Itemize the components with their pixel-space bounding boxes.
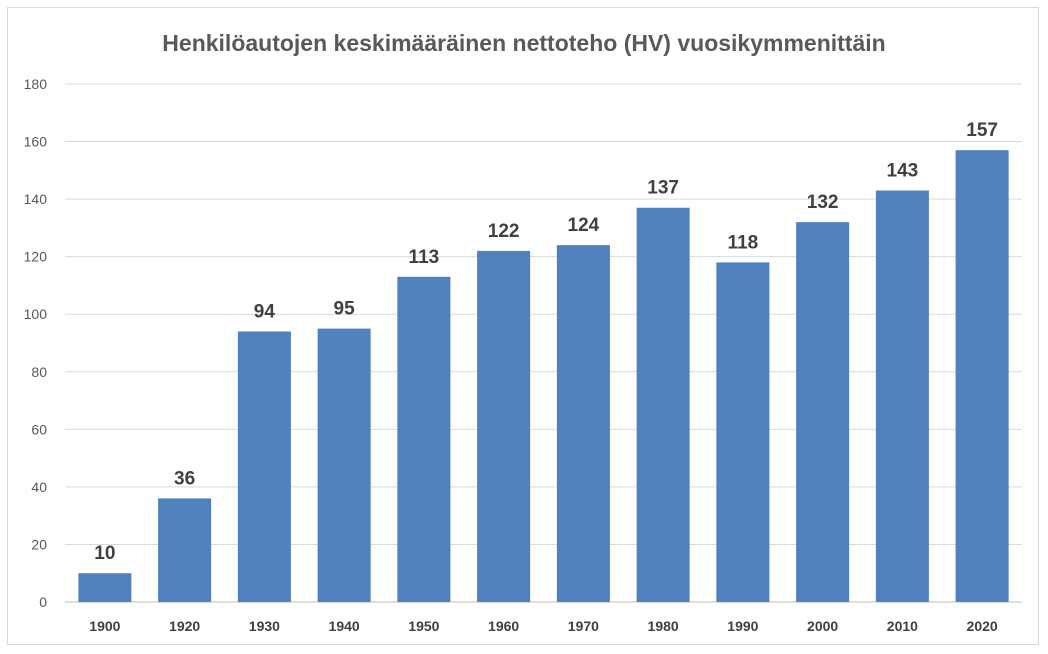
- x-tick-label: 1970: [568, 618, 599, 634]
- data-label: 118: [728, 232, 759, 253]
- data-label: 124: [568, 215, 600, 236]
- y-axis-ticks: 0 20 40 60 80 100 120 140 160 180: [24, 76, 48, 610]
- x-tick-label: 1980: [648, 618, 679, 634]
- bar-2010: [875, 190, 929, 602]
- data-label: 143: [887, 160, 919, 181]
- x-tick-label: 2000: [807, 618, 838, 634]
- x-tick-label: 1950: [408, 618, 439, 634]
- gridlines: [65, 83, 1022, 603]
- y-tick-label: 120: [24, 249, 48, 265]
- data-label: 10: [94, 543, 115, 564]
- y-tick-label: 180: [24, 76, 48, 92]
- y-tick-label: 40: [31, 479, 47, 495]
- bar-1940: [317, 328, 371, 602]
- data-label: 36: [174, 468, 195, 489]
- data-label: 137: [647, 178, 679, 199]
- data-label: 94: [254, 301, 276, 322]
- bar-1960: [477, 250, 531, 602]
- bar-1900: [78, 573, 132, 602]
- x-tick-label: 2010: [887, 618, 918, 634]
- bar-1990: [716, 262, 770, 602]
- y-tick-label: 80: [31, 364, 47, 380]
- bar-1970: [556, 245, 610, 602]
- x-axis-ticks: 1900 1920 1930 1940 1950 1960 1970 1980 1990 2000…: [89, 618, 998, 634]
- y-tick-label: 140: [24, 191, 48, 207]
- x-tick-label: 1990: [727, 618, 758, 634]
- x-tick-label: 1900: [89, 618, 120, 634]
- y-tick-label: 160: [24, 134, 48, 150]
- data-label: 122: [488, 221, 520, 242]
- x-tick-label: 1930: [249, 618, 280, 634]
- data-label: 132: [807, 192, 839, 213]
- bar-1950: [397, 276, 451, 602]
- bar-2020: [955, 150, 1009, 602]
- bar-1980: [636, 207, 690, 602]
- y-tick-label: 0: [39, 594, 47, 610]
- bar-1920: [158, 498, 212, 602]
- y-tick-label: 60: [31, 421, 47, 437]
- bar-1930: [237, 331, 291, 602]
- bars: [78, 150, 1009, 602]
- y-tick-label: 20: [31, 536, 47, 552]
- x-tick-label: 1940: [329, 618, 360, 634]
- data-label: 157: [966, 120, 998, 141]
- data-label: 113: [409, 247, 440, 268]
- x-tick-label: 2020: [967, 618, 998, 634]
- x-tick-label: 1960: [488, 618, 519, 634]
- chart-title: Henkilöautojen keskimääräinen nettoteho …: [162, 30, 885, 56]
- bar-2000: [796, 222, 850, 602]
- y-tick-label: 100: [24, 306, 48, 322]
- x-tick-label: 1920: [169, 618, 200, 634]
- data-labels: 10 36 94 95 113 122 124 137 118 132 143 157: [94, 120, 998, 564]
- data-label: 95: [334, 299, 356, 320]
